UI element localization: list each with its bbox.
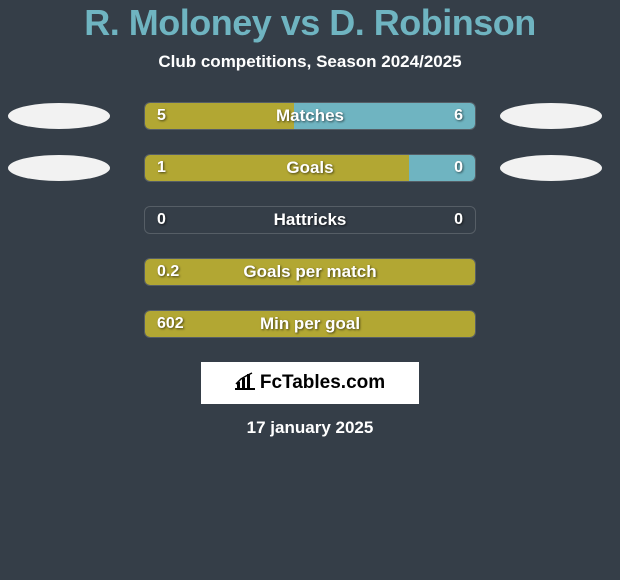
chart-icon [235, 372, 255, 395]
comparison-panel: R. Moloney vs D. Robinson Club competiti… [0, 0, 620, 438]
logo-box[interactable]: FcTables.com [201, 362, 419, 404]
logo-text: FcTables.com [260, 372, 385, 394]
stat-label: Matches [145, 103, 475, 129]
left-ellipse [8, 155, 110, 181]
stat-row: 602Min per goal [0, 310, 620, 338]
stat-row: 0.2Goals per match [0, 258, 620, 286]
right-ellipse [500, 155, 602, 181]
stat-rows: 56Matches 10Goals 00Hattricks 0.2Goals per … [0, 102, 620, 338]
stat-bar: 10Goals [144, 154, 476, 182]
stat-bar: 602Min per goal [144, 310, 476, 338]
stat-label: Hattricks [145, 207, 475, 233]
right-ellipse [500, 103, 602, 129]
stat-row: 00Hattricks [0, 206, 620, 234]
subtitle: Club competitions, Season 2024/2025 [0, 52, 620, 72]
stat-label: Goals [145, 155, 475, 181]
stat-bar: 56Matches [144, 102, 476, 130]
stat-label: Goals per match [145, 259, 475, 285]
date-text: 17 january 2025 [0, 418, 620, 438]
stat-bar: 00Hattricks [144, 206, 476, 234]
stat-row: 10Goals [0, 154, 620, 182]
left-ellipse [8, 103, 110, 129]
stat-bar: 0.2Goals per match [144, 258, 476, 286]
page-title: R. Moloney vs D. Robinson [0, 2, 620, 44]
stat-label: Min per goal [145, 311, 475, 337]
stat-row: 56Matches [0, 102, 620, 130]
